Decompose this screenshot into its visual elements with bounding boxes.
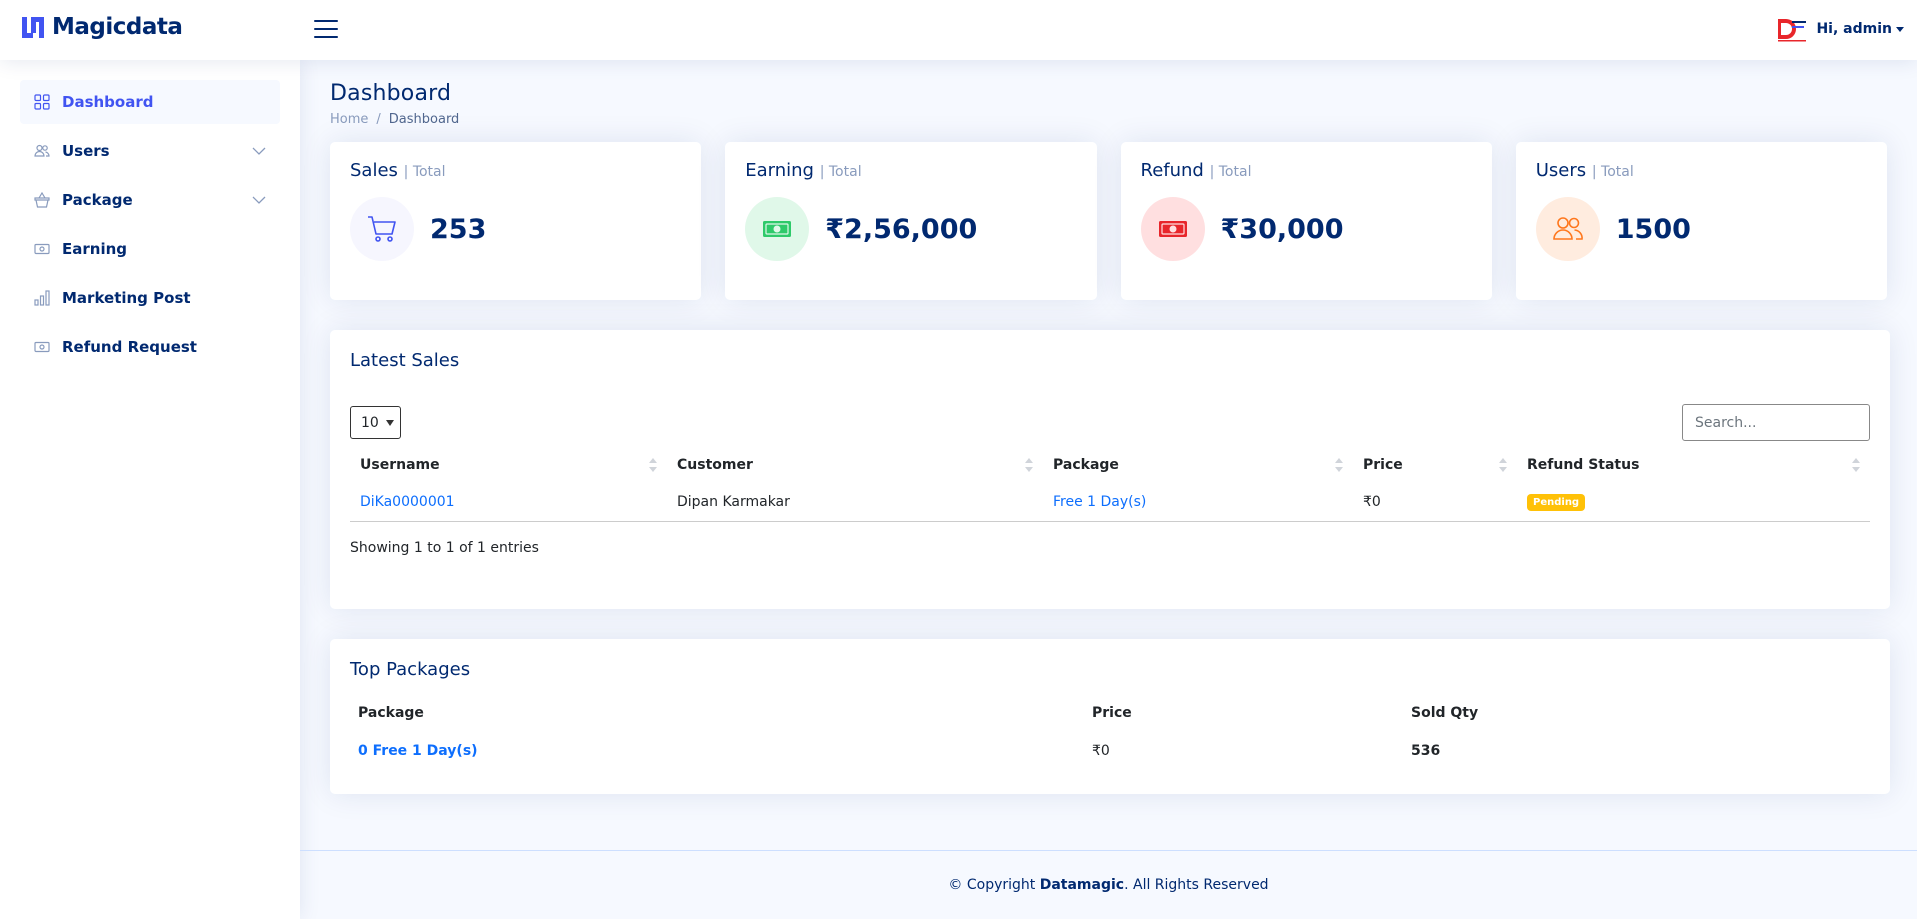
brand-name: Magicdata [52,14,183,40]
footer-prefix: © Copyright [948,877,1036,893]
refund-card: Refund | Total ₹30,000 [1120,142,1492,300]
sidebar-item-earning[interactable]: Earning [20,227,280,271]
sold-qty-cell: 536 [1411,743,1441,759]
toggle-sidebar-icon[interactable] [314,18,338,40]
column-header-customer[interactable]: Customer [667,447,1043,483]
sidebar-item-label: Dashboard [62,93,154,111]
sort-icon [649,458,657,472]
main-content: Dashboard Home / Dashboard Sales | Total… [300,60,1917,850]
package-link[interactable]: 0 Free 1 Day(s) [358,743,478,759]
card-subtitle: | Total [1209,164,1252,180]
column-header-refund-status[interactable]: Refund Status [1517,447,1870,483]
price-cell: ₹0 [1092,743,1110,759]
card-subtitle: | Total [819,164,862,180]
users-card: Users | Total 1500 [1515,142,1887,300]
sidebar-item-label: Package [62,191,133,209]
card-title: Refund | Total [1141,160,1472,181]
info-cards: Sales | Total 253 Earning | Total [330,142,1887,300]
cash-icon [34,341,50,353]
card-title: Users | Total [1536,160,1867,181]
card-value: ₹2,56,000 [825,213,978,245]
sort-icon [1852,458,1860,472]
table-info: Showing 1 to 1 of 1 entries [350,539,539,556]
card-title-text: Users [1535,160,1587,181]
breadcrumb: Home / Dashboard [330,112,1887,127]
card-value: 1500 [1615,213,1691,245]
column-header-package[interactable]: Package [1043,447,1353,483]
people-icon [34,144,50,157]
card-value: ₹30,000 [1220,213,1344,245]
table-row: 0 Free 1 Day(s) ₹0 536 [350,732,1870,770]
chevron-down-icon [252,196,266,204]
column-header-price[interactable]: Price [1353,447,1517,483]
package-link[interactable]: Free 1 Day(s) [1053,493,1147,510]
cash-icon [34,243,50,255]
avatar [1774,15,1809,43]
table-row: DiKa0000001 Dipan Karmakar Free 1 Day(s)… [350,483,1870,522]
customer-cell: Dipan Karmakar [667,483,1043,522]
sidebar-item-users[interactable]: Users [20,129,280,173]
card-title: Earning | Total [745,160,1076,181]
panel-title: Latest Sales [350,350,460,371]
breadcrumb-separator: / [376,112,381,127]
user-greeting: Hi, admin [1816,21,1892,37]
footer: © Copyright Datamagic. All Rights Reserv… [300,850,1917,919]
card-title-text: Earning [745,160,814,181]
sort-icon [1025,458,1033,472]
sidebar-item-marketing-post[interactable]: Marketing Post [20,276,280,320]
top-packages-table: Package Price Sold Qty 0 Free 1 Day(s) ₹… [350,694,1870,770]
column-header-package: Package [358,705,424,721]
cash-icon [745,197,810,261]
sidebar: Dashboard Users Package Earning Marketin… [0,60,300,919]
card-title-text: Refund [1140,160,1204,181]
sidebar-item-label: Users [62,142,110,160]
card-title: Sales | Total [350,160,681,181]
footer-company: Datamagic [1039,877,1125,893]
sidebar-item-package[interactable]: Package [20,178,280,222]
page-length-select[interactable]: 10 [350,406,401,439]
cart-icon [350,197,414,261]
chevron-down-icon [1896,26,1904,32]
top-header: Magicdata Hi, admin [0,0,1917,60]
sidebar-item-refund-request[interactable]: Refund Request [20,325,280,369]
cash-icon [1140,197,1205,261]
earning-card: Earning | Total ₹2,56,000 [725,142,1097,300]
column-header-sold-qty: Sold Qty [1411,705,1479,721]
sidebar-item-label: Refund Request [62,338,197,356]
card-subtitle: | Total [403,164,446,180]
username-link[interactable]: DiKa0000001 [360,493,455,510]
page-title: Dashboard [330,81,452,106]
search-input[interactable] [1682,404,1870,441]
top-packages-panel: Top Packages Package Price Sold Qty 0 Fr… [330,639,1890,794]
status-badge: Pending [1527,493,1586,511]
sales-card: Sales | Total 253 [330,142,702,300]
logo-mark-icon [22,17,44,38]
sort-icon [1499,458,1507,472]
profile-dropdown[interactable]: Hi, admin [1774,15,1904,43]
breadcrumb-home-link[interactable]: Home [330,112,369,127]
footer-suffix: . All Rights Reserved [1124,877,1269,893]
card-value: 253 [430,213,487,245]
grid-icon [34,94,50,110]
latest-sales-table: Username Customer Package Price Refund S… [350,447,1870,522]
brand-logo[interactable]: Magicdata [20,14,183,40]
card-title-text: Sales [350,160,398,181]
panel-title: Top Packages [350,659,471,680]
sidebar-item-dashboard[interactable]: Dashboard [20,80,280,124]
latest-sales-panel: Latest Sales 10 Username Customer Packag… [330,330,1890,609]
people-icon [1535,197,1600,261]
column-header-price: Price [1092,705,1132,721]
price-cell: ₹0 [1353,483,1517,522]
chevron-down-icon [252,147,266,155]
bar-chart-icon [34,290,50,306]
sidebar-item-label: Earning [62,240,128,258]
sort-icon [1335,458,1343,472]
sidebar-item-label: Marketing Post [62,289,191,307]
breadcrumb-current: Dashboard [388,112,460,127]
basket-icon [34,192,50,208]
card-subtitle: | Total [1591,164,1634,180]
column-header-username[interactable]: Username [350,447,667,483]
